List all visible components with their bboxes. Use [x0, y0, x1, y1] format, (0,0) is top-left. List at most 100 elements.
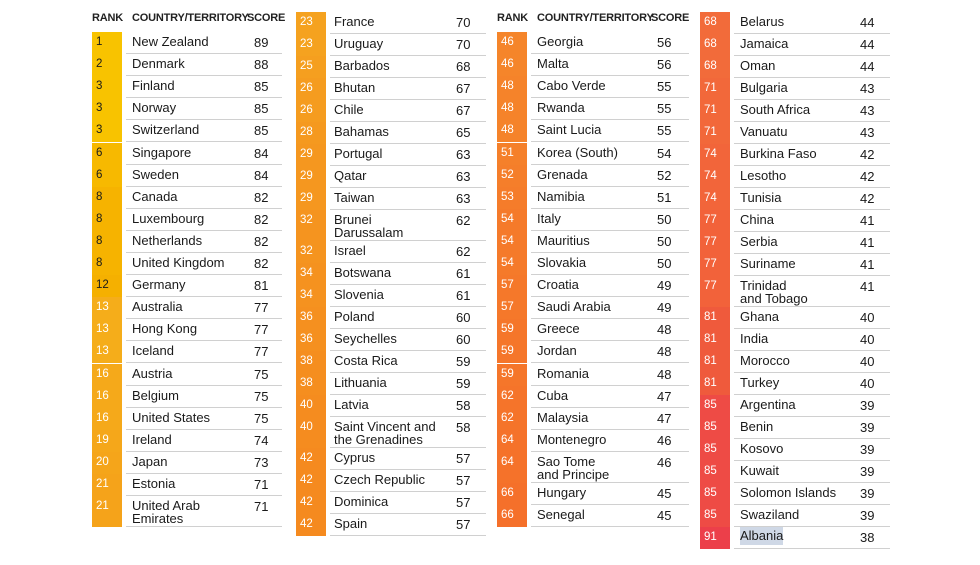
country-cell: Saint Vincent and the Grenadines: [334, 418, 436, 447]
row-divider: [126, 450, 282, 452]
rank-cell: 68: [700, 12, 730, 34]
country-cell: Estonia: [132, 476, 176, 491]
score-cell: 46: [657, 432, 672, 448]
country-cell: Cabo Verde: [537, 78, 606, 94]
table-row: 46 Georgia 56: [497, 32, 689, 55]
row-divider: [531, 296, 689, 298]
row-divider: [330, 512, 486, 514]
table-row: 42 Cyprus 57: [296, 447, 486, 470]
row-divider: [531, 428, 689, 430]
row-divider: [330, 446, 486, 448]
score-cell: 63: [456, 191, 471, 206]
rank-cell: 57: [497, 275, 527, 298]
table-row: 48 Saint Lucia 55: [497, 120, 689, 143]
score-cell: 41: [860, 213, 875, 228]
header-rank: RANK: [497, 12, 528, 24]
rank-cell: 13: [92, 341, 122, 364]
score-cell: 47: [657, 388, 672, 404]
rank-cell: 1: [92, 32, 122, 55]
rank-cell: 85: [700, 394, 730, 417]
table-row: 34 Botswana 61: [296, 262, 486, 285]
country-cell: Namibia: [537, 188, 585, 204]
table-row: 68 Belarus 44: [700, 12, 890, 34]
header-score: SCORE: [247, 12, 286, 24]
country-cell: Uruguay: [334, 36, 384, 51]
score-cell: 43: [860, 125, 875, 140]
country-cell: Spain: [334, 515, 368, 531]
table-row: 71 Bulgaria 43: [700, 78, 890, 100]
table-row: 21 Estonia 71: [92, 474, 282, 497]
rank-cell: 16: [92, 385, 122, 408]
header-country: COUNTRY/TERRITORY: [132, 12, 249, 24]
table-row: 36 Poland 60: [296, 306, 486, 329]
row-divider: [330, 371, 486, 373]
table-row: 26 Bhutan 67: [296, 78, 486, 100]
country-cell: Bahamas: [334, 124, 389, 139]
rank-cell: 48: [497, 76, 527, 99]
table-row: 85 Argentina 39: [700, 394, 890, 417]
table-row: 42 Czech Republic 57: [296, 469, 486, 492]
country-cell: Iceland: [132, 343, 174, 359]
rank-cell: 85: [700, 504, 730, 527]
row-divider: [126, 75, 282, 77]
rank-cell: 62: [497, 407, 527, 430]
country-cell: Jordan: [537, 343, 577, 359]
score-cell: 59: [456, 353, 471, 369]
row-divider: [126, 207, 282, 209]
row-divider: [531, 406, 689, 408]
table-row: 23 Uruguay 70: [296, 34, 486, 56]
rank-cell: 32: [296, 210, 326, 241]
table-row: 3 Norway 85: [92, 98, 282, 121]
score-cell: 75: [254, 366, 269, 382]
country-cell: Denmark: [132, 56, 185, 72]
row-divider: [330, 283, 486, 285]
table-row: 64 Montenegro 46: [497, 429, 689, 452]
country-cell: Barbados: [334, 58, 390, 73]
country-cell: Benin: [740, 418, 774, 434]
country-cell: Norway: [132, 100, 177, 116]
row-divider: [734, 503, 890, 505]
country-cell: Serbia: [740, 234, 778, 249]
score-cell: 60: [456, 309, 471, 325]
score-cell: 61: [456, 287, 471, 303]
score-cell: 62: [456, 213, 471, 228]
row-divider: [531, 503, 689, 505]
score-cell: 62: [456, 243, 471, 259]
score-cell: 61: [456, 265, 471, 281]
country-cell: Croatia: [537, 277, 579, 293]
rank-cell: 54: [497, 253, 527, 276]
table-row: 81 Turkey 40: [700, 372, 890, 395]
country-cell: Switzerland: [132, 122, 200, 138]
row-divider: [126, 229, 282, 231]
table-row: 48 Cabo Verde 55: [497, 76, 689, 99]
table-row: 25 Barbados 68: [296, 56, 486, 78]
rank-cell: 25: [296, 56, 326, 78]
table-row: 8 Luxembourg 82: [92, 208, 282, 231]
table-row: 6 Singapore 84: [92, 142, 282, 165]
rank-cell: 77: [700, 210, 730, 232]
score-cell: 50: [657, 256, 672, 271]
table-row: 3 Finland 85: [92, 76, 282, 99]
score-cell: 57: [456, 494, 471, 510]
score-cell: 39: [860, 419, 875, 435]
rank-cell: 16: [92, 363, 122, 386]
table-row: 12 Germany 81: [92, 275, 282, 298]
row-divider: [330, 121, 486, 122]
row-divider: [126, 526, 282, 528]
score-cell: 56: [657, 57, 672, 73]
score-cell: 89: [254, 35, 269, 50]
row-divider: [734, 305, 890, 307]
rank-cell: 8: [92, 253, 122, 276]
rank-cell: 38: [296, 372, 326, 395]
row-divider: [126, 428, 282, 430]
country-cell: Jamaica: [740, 36, 789, 51]
rank-cell: 36: [296, 306, 326, 329]
row-divider: [330, 99, 486, 100]
score-cell: 68: [456, 59, 471, 74]
row-divider: [531, 362, 689, 364]
rank-cell: 29: [296, 144, 326, 166]
rank-cell: 6: [92, 164, 122, 187]
score-cell: 44: [860, 59, 875, 74]
country-cell: Tunisia: [740, 190, 782, 205]
row-divider: [330, 239, 486, 241]
